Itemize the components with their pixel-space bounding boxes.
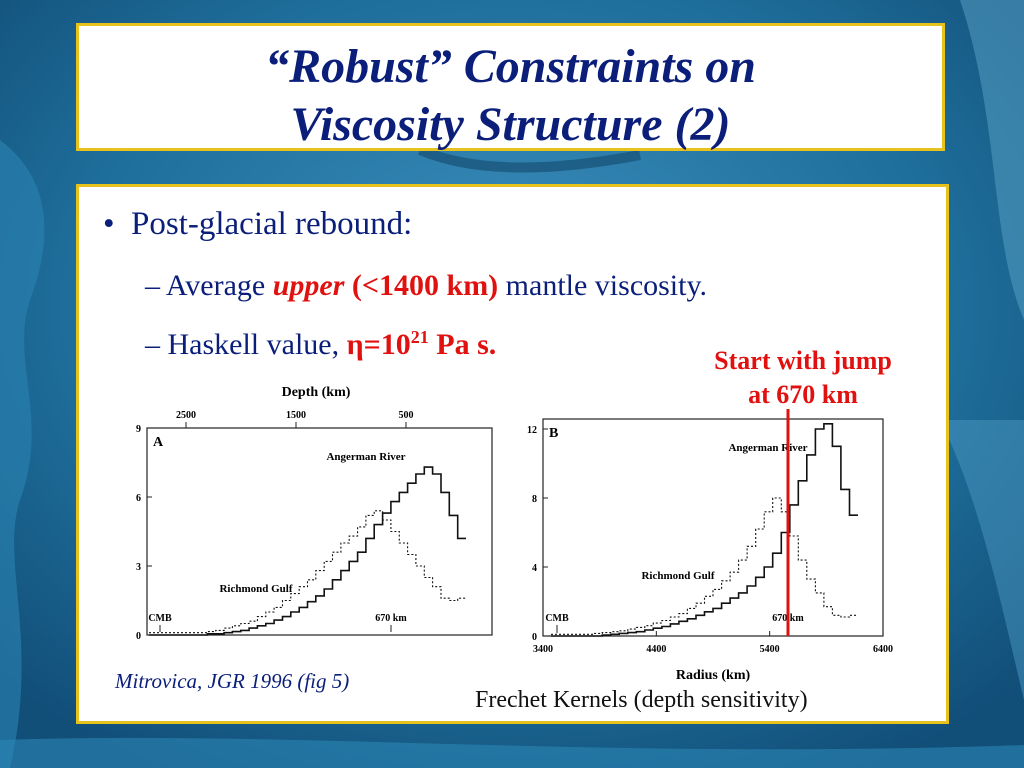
sub2-pre: Haskell value, — [167, 328, 347, 361]
top-tick-label: 500 — [399, 410, 414, 421]
y-tick-label: 8 — [532, 494, 537, 505]
y-tick-label: 12 — [527, 425, 537, 436]
depth-range: (<1400 km) — [351, 269, 499, 302]
x-tick-label: 3400 — [533, 644, 553, 655]
kernel-plot-a: Depth (km) 2500 1500 500 9 6 3 0 A Angerman R… — [136, 385, 493, 642]
figure-caption: Frechet Kernels (depth sensitivity) — [475, 687, 808, 713]
y-tick-label: 6 — [136, 493, 141, 504]
y-tick-label: 3 — [136, 562, 141, 573]
note-line-1: Start with jump — [714, 346, 892, 375]
bullet-item: • Post-glacial rebound: — [103, 206, 412, 243]
top-tick-label: 2500 — [176, 410, 196, 421]
x-tick-label: 4400 — [646, 644, 666, 655]
top-tick-label: 1500 — [286, 410, 306, 421]
bullet-dot: • — [103, 206, 115, 242]
slide-title: “Robust” Constraints on Viscosity Struct… — [79, 38, 942, 154]
series-line — [551, 423, 858, 637]
y-tick-label: 0 — [532, 632, 537, 643]
unit-text: Pa s. — [428, 328, 497, 361]
plot-frame — [542, 418, 884, 637]
sub1-pre: Average — [165, 269, 273, 302]
panel-label: A — [153, 435, 164, 450]
note-line-2: at 670 km — [748, 380, 858, 409]
plot-frame — [146, 427, 493, 636]
670-label: 670 km — [375, 613, 407, 624]
cmb-label: CMB — [148, 613, 172, 624]
bullet-text: Post-glacial rebound: — [131, 206, 413, 242]
panel-label: B — [549, 426, 558, 441]
series-line — [149, 466, 466, 636]
x-axis-label: Radius (km) — [676, 668, 751, 683]
title-box: “Robust” Constraints on Viscosity Struct… — [76, 23, 945, 151]
sub-bullet-haskell: – Haskell value, η=1021 Pa s. — [145, 327, 496, 362]
sub1-post: mantle viscosity. — [498, 269, 708, 302]
series-label-angerman: Angerman River — [326, 451, 405, 463]
exponent: 21 — [410, 327, 429, 347]
upper-emphasis: upper — [272, 269, 345, 302]
citation: Mitrovica, JGR 1996 (fig 5) — [115, 669, 350, 693]
dash: – — [145, 328, 168, 361]
series-label-richmond: Richmond Gulf — [641, 570, 714, 582]
dash: – — [145, 269, 166, 302]
y-tick-label: 4 — [532, 563, 537, 574]
top-axis-label: Depth (km) — [282, 385, 351, 400]
series-line — [149, 510, 466, 634]
series-label-angerman: Angerman River — [728, 442, 807, 454]
x-tick-label: 6400 — [873, 644, 893, 655]
series-label-richmond: Richmond Gulf — [219, 583, 292, 595]
content-box: • Post-glacial rebound: – Average upper (… — [76, 184, 949, 724]
jump-note: Start with jump at 670 km — [683, 344, 923, 412]
title-line-2: Viscosity Structure (2) — [290, 98, 731, 151]
cmb-label: CMB — [545, 613, 569, 624]
x-tick-label: 5400 — [760, 644, 780, 655]
y-tick-label: 9 — [136, 424, 141, 435]
eq-text: =10 — [363, 328, 411, 361]
sub-bullet-upper-mantle: – Average upper (<1400 km) mantle viscos… — [145, 269, 707, 303]
y-tick-label: 0 — [136, 631, 141, 642]
title-line-1: “Robust” Constraints on — [265, 40, 756, 93]
eta-symbol: η — [346, 328, 364, 361]
